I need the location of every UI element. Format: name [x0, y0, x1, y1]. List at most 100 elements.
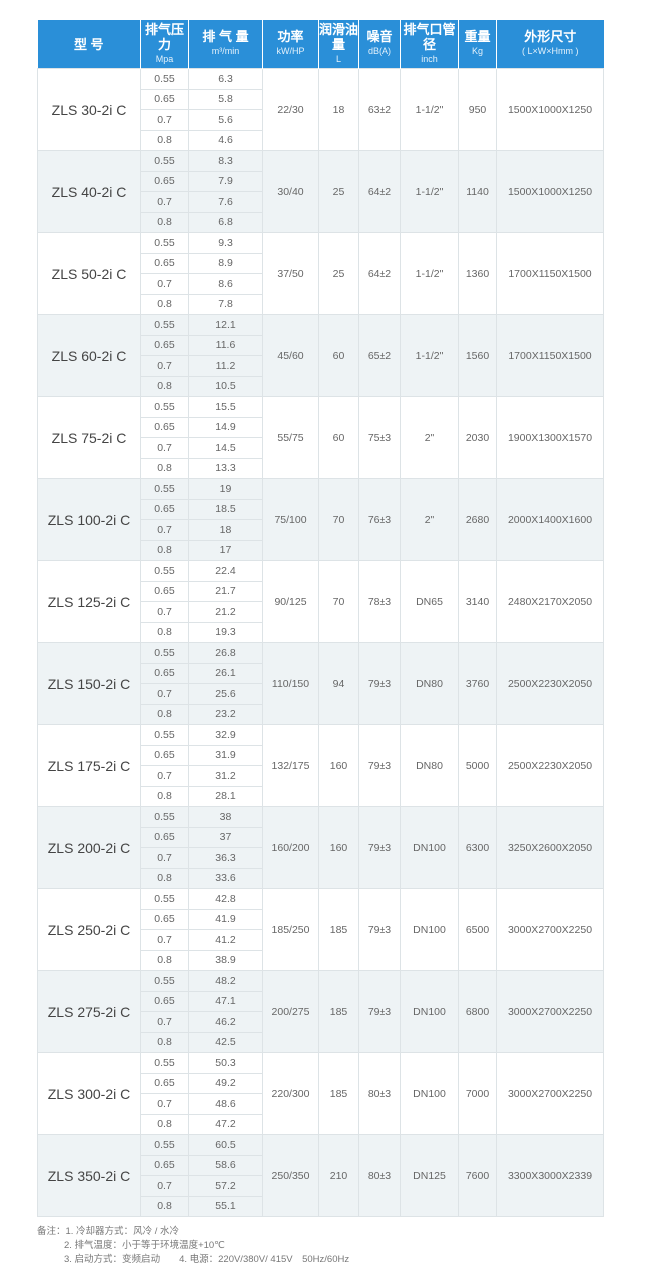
table-row: ZLS 125-2i C 0.55 22.4 90/125 70 78±3 DN65 3140… — [37, 560, 604, 643]
model-cell: ZLS 350-2i C — [37, 1134, 141, 1217]
flow-cell: 38 — [188, 806, 263, 828]
model-cell: ZLS 200-2i C — [37, 806, 141, 889]
flow-cell: 49.2 — [188, 1072, 263, 1094]
dimensions-cell: 1700X1150X1500 — [496, 314, 604, 397]
pressure-cell: 0.65 — [140, 88, 189, 110]
table-row: 0.7 21.2 — [38, 601, 604, 623]
flow-cell: 14.9 — [188, 416, 263, 438]
pipe-cell: 1-1/2" — [400, 68, 459, 151]
flow-cell: 48.2 — [188, 970, 263, 992]
weight-cell: 3140 — [458, 560, 497, 643]
header-title: 排气压力 — [144, 21, 184, 52]
flow-cell: 60.5 — [188, 1134, 263, 1156]
spec-table-container: 型 号 排气压力 Mpa 排 气 量 m³/min 功率 kW/HP 润滑油量 L 噪音 dB(A)… — [37, 20, 604, 1217]
pressure-cell: 0.55 — [140, 478, 189, 500]
oil-cell: 160 — [318, 724, 359, 807]
header-title: 型 号 — [73, 36, 104, 52]
noise-cell: 76±3 — [358, 478, 401, 561]
header-title: 重量 — [464, 29, 491, 44]
column-header: 排 气 量 m³/min — [188, 20, 263, 69]
flow-cell: 33.6 — [188, 867, 263, 889]
flow-cell: 6.3 — [188, 68, 263, 90]
header-title: 润滑油量 — [319, 21, 359, 52]
header-title: 噪音 — [366, 29, 393, 44]
flow-cell: 15.5 — [188, 396, 263, 418]
pressure-cell: 0.7 — [140, 1011, 189, 1033]
oil-cell: 60 — [318, 314, 359, 397]
dimensions-cell: 2500X2230X2050 — [496, 642, 604, 725]
note-line: 2. 排气温度：小于等于环境温度+10℃ — [64, 1240, 225, 1251]
header-unit: ( L×W×Hmm ) — [521, 46, 579, 56]
power-cell: 55/75 — [262, 396, 319, 479]
flow-cell: 36.3 — [188, 847, 263, 869]
pressure-cell: 0.55 — [140, 1134, 189, 1156]
pressure-cell: 0.8 — [140, 1195, 189, 1217]
flow-cell: 8.9 — [188, 252, 263, 274]
flow-cell: 17 — [188, 539, 263, 561]
header-title: 功率 — [277, 29, 304, 44]
flow-cell: 47.1 — [188, 990, 263, 1012]
pressure-cell: 0.65 — [140, 908, 189, 930]
table-row: ZLS 200-2i C 0.55 38 160/200 160 79±3 DN100 630… — [37, 806, 604, 889]
pressure-cell: 0.7 — [140, 355, 189, 377]
model-cell: ZLS 175-2i C — [37, 724, 141, 807]
power-cell: 45/60 — [262, 314, 319, 397]
power-cell: 90/125 — [262, 560, 319, 643]
pressure-cell: 0.8 — [140, 867, 189, 889]
pipe-cell: 2" — [400, 396, 459, 479]
flow-cell: 5.8 — [188, 88, 263, 110]
dimensions-cell: 2480X2170X2050 — [496, 560, 604, 643]
table-row: 0.7 36.3 — [38, 847, 604, 869]
noise-cell: 64±2 — [358, 150, 401, 233]
flow-cell: 57.2 — [188, 1175, 263, 1197]
power-cell: 37/50 — [262, 232, 319, 315]
table-row: 0.7 8.6 — [38, 273, 604, 295]
oil-cell: 70 — [318, 478, 359, 561]
table-row: 0.7 57.2 — [38, 1175, 604, 1197]
model-cell: ZLS 125-2i C — [37, 560, 141, 643]
noise-cell: 63±2 — [358, 68, 401, 151]
table-row: ZLS 50-2i C 0.55 9.3 37/50 25 64±2 1-1/2" 1360 1… — [37, 232, 604, 315]
header-unit: dB(A) — [367, 46, 391, 56]
header-row: 型 号 排气压力 Mpa 排 气 量 m³/min 功率 kW/HP 润滑油量 L 噪音 dB(A)… — [37, 20, 604, 69]
noise-cell: 64±2 — [358, 232, 401, 315]
pipe-cell: DN100 — [400, 970, 459, 1053]
flow-cell: 8.3 — [188, 150, 263, 172]
table-row: 0.65 49.2 — [38, 1072, 604, 1094]
pressure-cell: 0.7 — [140, 765, 189, 787]
dimensions-cell: 1700X1150X1500 — [496, 232, 604, 315]
dimensions-cell: 3000X2700X2250 — [496, 888, 604, 971]
flow-cell: 37 — [188, 826, 263, 848]
pressure-cell: 0.7 — [140, 847, 189, 869]
pressure-cell: 0.8 — [140, 703, 189, 725]
table-row: 0.65 31.9 — [38, 744, 604, 766]
spec-table: 型 号 排气压力 Mpa 排 气 量 m³/min 功率 kW/HP 润滑油量 L 噪音 dB(A)… — [37, 20, 604, 1217]
pressure-cell: 0.7 — [140, 601, 189, 623]
pipe-cell: 2" — [400, 478, 459, 561]
pressure-cell: 0.7 — [140, 683, 189, 705]
flow-cell: 8.6 — [188, 273, 263, 295]
pressure-cell: 0.8 — [140, 129, 189, 151]
table-row: ZLS 350-2i C 0.55 60.5 250/350 210 80±3 DN125 7… — [37, 1134, 604, 1217]
column-header: 重量 Kg — [458, 20, 497, 69]
model-cell: ZLS 40-2i C — [37, 150, 141, 233]
pressure-cell: 0.65 — [140, 662, 189, 684]
pressure-cell: 0.55 — [140, 314, 189, 336]
oil-cell: 70 — [318, 560, 359, 643]
pressure-cell: 0.7 — [140, 437, 189, 459]
pipe-cell: DN125 — [400, 1134, 459, 1217]
oil-cell: 60 — [318, 396, 359, 479]
flow-cell: 22.4 — [188, 560, 263, 582]
flow-cell: 19.3 — [188, 621, 263, 643]
oil-cell: 25 — [318, 150, 359, 233]
pressure-cell: 0.8 — [140, 293, 189, 315]
table-row: 0.7 7.6 — [38, 191, 604, 213]
flow-cell: 58.6 — [188, 1154, 263, 1176]
pipe-cell: DN80 — [400, 642, 459, 725]
pressure-cell: 0.7 — [140, 1093, 189, 1115]
power-cell: 160/200 — [262, 806, 319, 889]
table-row: ZLS 300-2i C 0.55 50.3 220/300 185 80±3 DN100 7… — [37, 1052, 604, 1135]
table-row: ZLS 150-2i C 0.55 26.8 110/150 94 79±3 DN80 376… — [37, 642, 604, 725]
header-unit: kW/HP — [276, 46, 305, 56]
header-unit: Mpa — [155, 53, 174, 64]
